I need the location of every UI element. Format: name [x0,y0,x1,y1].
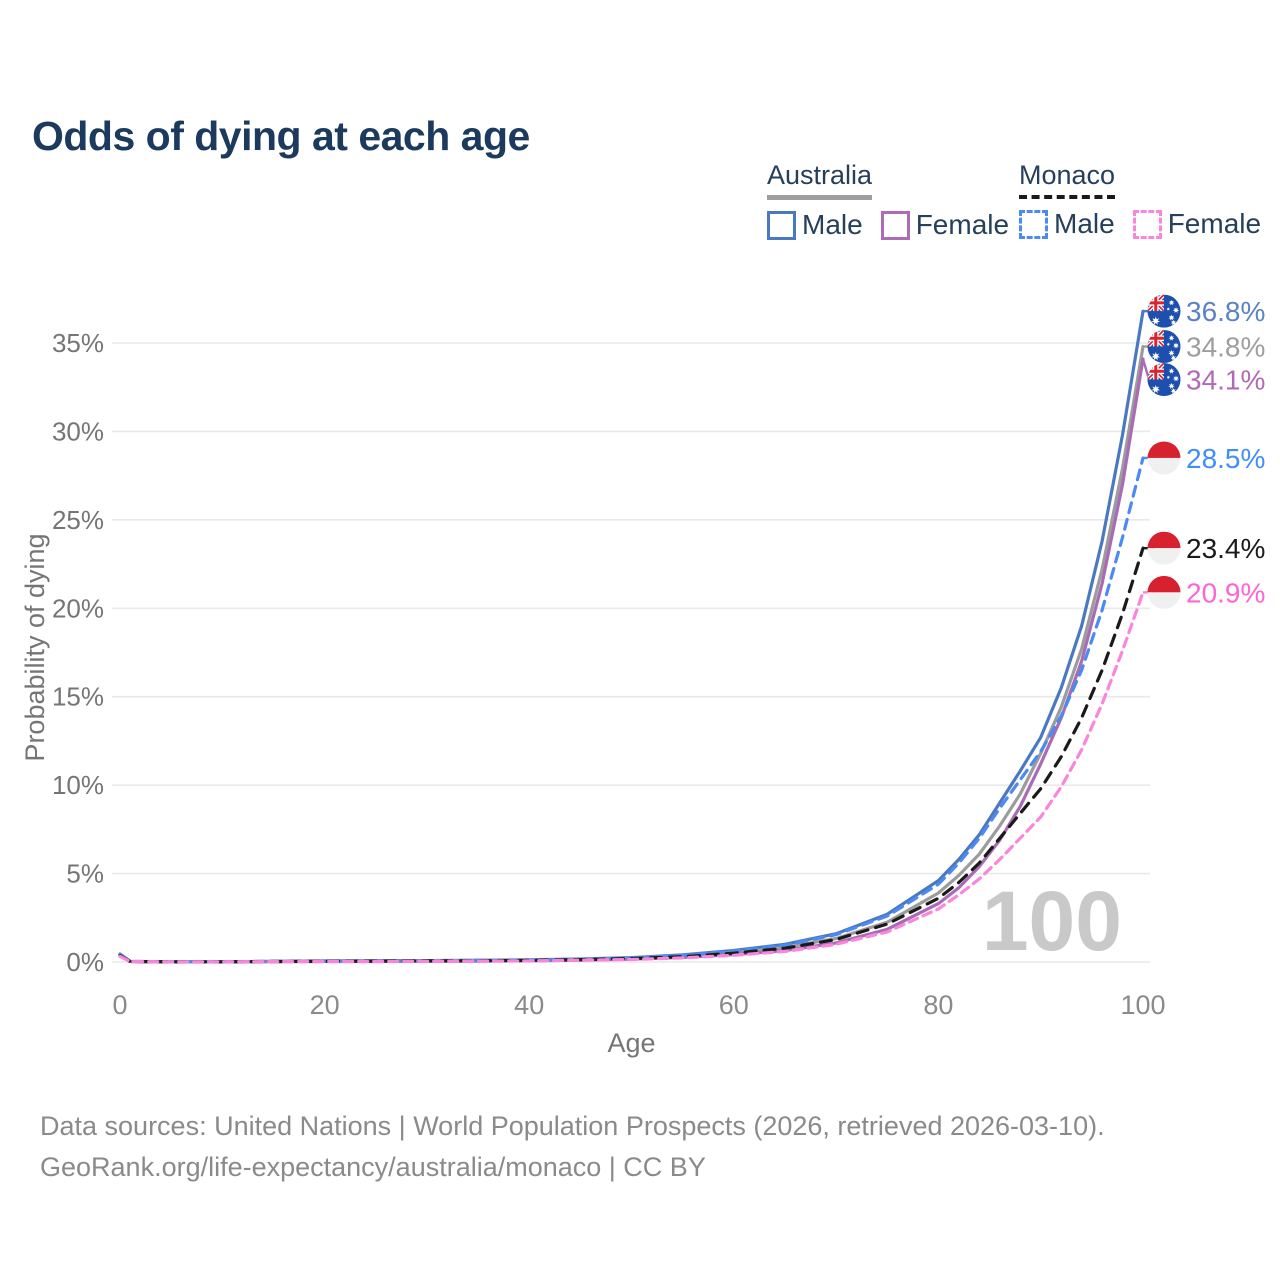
legend-item-australia-male[interactable]: Male [767,209,863,241]
end-value-label: 23.4% [1186,533,1265,564]
chart-footer: Data sources: United Nations | World Pop… [40,1106,1105,1188]
footer-source-line: Data sources: United Nations | World Pop… [40,1111,1105,1141]
australia-flag-icon [1147,294,1181,328]
legend-group-australia: Australia Male Female [767,160,1009,241]
australia-flag-icon [1147,363,1181,397]
series-line-australia-female [118,357,1145,964]
y-tick-label: 25% [52,505,104,535]
legend-group-monaco: Monaco Male Female [1019,160,1261,240]
series-line-australia-male [118,309,1145,964]
x-tick-label: 100 [1120,990,1165,1020]
line-chart: 0% 5% 10% 15% 20% 25% 30% 35% 0 20 40 60 80 100 Age Pro… [0,250,1280,1085]
x-tick-label: 80 [923,990,953,1020]
legend-item-monaco-female[interactable]: Female [1132,208,1262,240]
end-value-label: 28.5% [1186,443,1265,474]
legend-swatch-monaco-female-icon [1132,209,1162,239]
footer-attribution-line: GeoRank.org/life-expectancy/australia/mo… [40,1152,706,1182]
legend-label-monaco-female: Female [1167,208,1262,239]
y-tick-label: 0% [66,947,104,977]
y-tick-label: 35% [52,328,104,358]
x-tick-label: 0 [112,990,127,1020]
monaco-flag-icon [1147,531,1181,565]
legend-label-monaco-male: Male [1054,208,1115,239]
legend-swatch-australia-male-icon [767,210,796,240]
x-tick-label: 60 [719,990,749,1020]
legend-item-australia-female[interactable]: Female [880,209,1010,241]
legend-item-monaco-male[interactable]: Male [1019,208,1115,240]
legend-country-australia: Australia [767,160,873,200]
y-tick-label: 30% [52,416,104,446]
y-axis-title: Probability of dying [20,533,50,761]
end-value-label: 34.1% [1186,365,1265,396]
age-annotation-watermark: 100 [982,874,1122,968]
legend: Australia Male Female Monaco Male Female [0,160,1280,250]
series-line-monaco-female [118,590,1145,964]
monaco-flag-icon [1147,575,1181,609]
x-tick-label: 40 [514,990,544,1020]
chart-canvas: 0% 5% 10% 15% 20% 25% 30% 35% 0 20 40 60 80 100 Age Pro… [20,294,1265,1058]
australia-flag-icon [1147,330,1181,364]
x-tick-label: 20 [310,990,340,1020]
x-axis-title: Age [607,1028,655,1058]
legend-country-monaco: Monaco [1019,160,1116,199]
end-value-label: 36.8% [1186,296,1265,327]
legend-label-australia-male: Male [802,209,863,240]
end-value-label: 20.9% [1186,577,1265,608]
legend-label-australia-female: Female [915,209,1010,240]
monaco-flag-icon [1147,441,1181,475]
y-tick-label: 10% [52,770,104,800]
legend-swatch-monaco-male-icon [1019,209,1048,239]
y-tick-label: 5% [66,859,104,889]
page-title: Odds of dying at each age [32,113,530,160]
y-tick-label: 15% [52,682,104,712]
legend-swatch-australia-female-icon [880,210,910,240]
end-value-label: 34.8% [1186,332,1265,363]
y-tick-label: 20% [52,593,104,623]
